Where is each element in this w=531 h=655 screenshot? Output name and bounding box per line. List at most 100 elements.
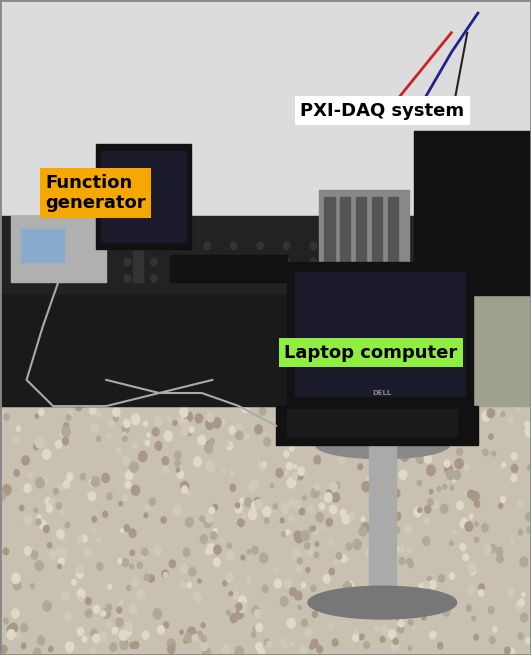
Circle shape bbox=[119, 600, 123, 605]
Bar bbox=[340, 196, 350, 275]
Circle shape bbox=[182, 486, 187, 493]
Circle shape bbox=[222, 470, 225, 474]
Circle shape bbox=[77, 536, 82, 542]
Circle shape bbox=[173, 506, 181, 515]
Circle shape bbox=[144, 513, 148, 517]
Circle shape bbox=[168, 645, 175, 654]
Circle shape bbox=[96, 410, 101, 417]
Circle shape bbox=[123, 436, 127, 441]
Circle shape bbox=[144, 504, 150, 511]
Circle shape bbox=[406, 415, 413, 424]
Circle shape bbox=[24, 484, 31, 493]
Circle shape bbox=[472, 492, 479, 502]
Circle shape bbox=[489, 607, 494, 614]
Circle shape bbox=[118, 559, 122, 564]
Circle shape bbox=[314, 456, 321, 464]
Circle shape bbox=[252, 631, 256, 637]
Circle shape bbox=[209, 507, 215, 514]
Circle shape bbox=[177, 242, 184, 250]
Circle shape bbox=[78, 589, 85, 599]
Circle shape bbox=[46, 505, 53, 512]
Circle shape bbox=[273, 504, 277, 509]
Circle shape bbox=[447, 470, 454, 479]
Circle shape bbox=[186, 429, 192, 436]
Circle shape bbox=[429, 590, 432, 593]
Circle shape bbox=[362, 481, 370, 492]
Circle shape bbox=[7, 628, 12, 635]
Circle shape bbox=[176, 468, 179, 472]
Circle shape bbox=[7, 626, 14, 633]
Circle shape bbox=[226, 572, 234, 582]
Circle shape bbox=[457, 501, 463, 510]
Circle shape bbox=[124, 274, 131, 282]
Circle shape bbox=[13, 436, 19, 443]
Circle shape bbox=[378, 576, 386, 586]
Bar bbox=[0, 0, 531, 249]
Circle shape bbox=[164, 431, 173, 441]
Circle shape bbox=[302, 531, 310, 540]
Bar bbox=[287, 409, 457, 436]
Circle shape bbox=[390, 460, 397, 468]
Circle shape bbox=[80, 474, 85, 480]
Circle shape bbox=[379, 479, 383, 486]
Circle shape bbox=[262, 585, 268, 592]
Circle shape bbox=[65, 642, 74, 652]
Bar bbox=[324, 196, 335, 275]
Circle shape bbox=[204, 258, 210, 266]
Circle shape bbox=[363, 258, 370, 266]
Circle shape bbox=[395, 527, 399, 533]
Circle shape bbox=[490, 637, 495, 643]
Circle shape bbox=[82, 535, 87, 542]
Circle shape bbox=[463, 403, 468, 410]
Circle shape bbox=[0, 491, 5, 501]
Circle shape bbox=[408, 603, 412, 608]
Circle shape bbox=[408, 646, 412, 650]
Circle shape bbox=[195, 595, 201, 603]
Circle shape bbox=[387, 417, 395, 427]
Circle shape bbox=[124, 419, 130, 428]
Circle shape bbox=[38, 409, 44, 416]
Circle shape bbox=[302, 619, 307, 627]
Circle shape bbox=[259, 407, 266, 415]
Circle shape bbox=[337, 436, 341, 441]
Circle shape bbox=[297, 443, 302, 449]
Circle shape bbox=[101, 611, 106, 616]
Circle shape bbox=[238, 596, 246, 605]
Circle shape bbox=[490, 544, 496, 552]
Circle shape bbox=[136, 589, 145, 599]
Circle shape bbox=[179, 581, 185, 588]
Circle shape bbox=[383, 448, 388, 455]
Text: Function
generator: Function generator bbox=[45, 174, 146, 212]
Circle shape bbox=[387, 612, 391, 617]
Circle shape bbox=[305, 542, 310, 549]
Circle shape bbox=[195, 414, 202, 423]
Circle shape bbox=[398, 620, 404, 627]
Circle shape bbox=[56, 503, 62, 509]
Circle shape bbox=[85, 609, 92, 617]
Circle shape bbox=[36, 438, 44, 448]
Circle shape bbox=[286, 462, 292, 470]
Circle shape bbox=[149, 498, 156, 505]
Circle shape bbox=[103, 512, 108, 517]
Circle shape bbox=[364, 444, 367, 449]
Circle shape bbox=[382, 504, 389, 511]
Circle shape bbox=[499, 504, 503, 508]
Circle shape bbox=[122, 457, 130, 465]
Circle shape bbox=[309, 526, 314, 532]
Circle shape bbox=[423, 536, 430, 545]
Circle shape bbox=[75, 403, 82, 411]
Circle shape bbox=[375, 428, 382, 437]
Circle shape bbox=[240, 498, 244, 503]
Circle shape bbox=[330, 482, 337, 492]
Circle shape bbox=[344, 582, 352, 592]
Circle shape bbox=[298, 467, 304, 476]
Circle shape bbox=[155, 441, 162, 450]
Circle shape bbox=[57, 547, 65, 557]
Circle shape bbox=[151, 258, 157, 266]
Circle shape bbox=[254, 610, 261, 618]
Circle shape bbox=[204, 517, 212, 527]
Circle shape bbox=[289, 499, 294, 506]
Circle shape bbox=[460, 544, 466, 551]
Circle shape bbox=[511, 474, 517, 481]
Circle shape bbox=[515, 601, 523, 610]
